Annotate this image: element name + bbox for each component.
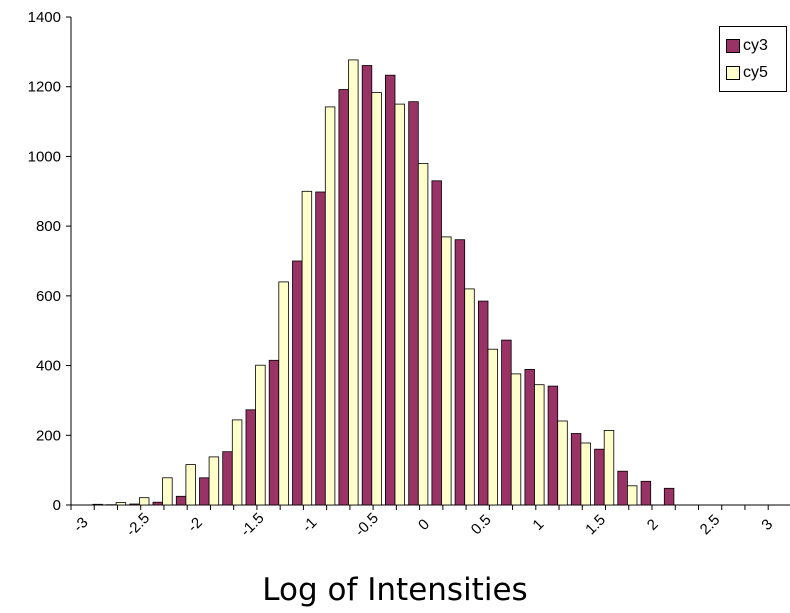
- bar-cy3-1: [547, 385, 559, 506]
- chart-bars: [92, 59, 675, 506]
- bar-cy3-1.2: [570, 433, 582, 506]
- bar-cy3--2.4: [152, 501, 164, 506]
- bar-cy3--1.6: [245, 409, 257, 506]
- x-tick-label: 1: [529, 516, 547, 534]
- y-tick-label: 0: [53, 497, 61, 514]
- x-tick-label: 2: [644, 516, 662, 534]
- y-tick-label: 800: [36, 218, 61, 235]
- bar-cy5-0.6: [510, 373, 522, 506]
- bar-cy3-1.6: [617, 470, 628, 506]
- legend: cy3 cy5: [719, 26, 787, 92]
- x-tick-label: 2.5: [697, 511, 724, 538]
- bar-cy5--1.6: [255, 364, 266, 506]
- x-tick-label: 1.5: [582, 511, 609, 538]
- bar-cy3-0.4: [477, 300, 489, 506]
- x-tick-label: -0.5: [352, 510, 382, 540]
- bar-cy3-1.8: [640, 480, 652, 506]
- bar-cy3--2: [199, 477, 210, 506]
- bar-cy5--2.8: [115, 502, 127, 506]
- bar-cy5--1: [324, 106, 336, 506]
- x-tick-label: -3: [70, 514, 91, 535]
- y-tick-label: 200: [36, 427, 61, 444]
- legend-item-cy5: cy5: [726, 62, 768, 84]
- bar-cy3-0.8: [524, 368, 535, 506]
- x-tick-label: 3: [758, 516, 776, 534]
- x-tick-label: -1.5: [237, 510, 267, 540]
- legend-label-cy5: cy5: [743, 64, 768, 81]
- y-tick-label: 400: [36, 358, 61, 375]
- bar-cy5--0.4: [394, 103, 406, 506]
- bar-cy3--1.2: [292, 260, 303, 506]
- bar-cy5--2.2: [185, 464, 196, 506]
- bar-cy5-0.4: [487, 348, 499, 506]
- y-tick-labels: 0 200 400 600 800 1000 1200 1400: [28, 9, 61, 514]
- bar-cy5--1.8: [231, 419, 243, 506]
- y-tick-label: 1200: [28, 79, 61, 96]
- bar-cy3--1: [315, 191, 326, 506]
- legend-label-cy3: cy3: [743, 37, 768, 54]
- bar-cy3--0.8: [338, 89, 349, 506]
- x-tick-label: -1: [299, 514, 320, 535]
- bar-cy5-1: [557, 420, 568, 506]
- y-tick-label: 1400: [28, 9, 61, 26]
- y-tick-label: 1000: [28, 148, 61, 165]
- bar-cy3-0.6: [501, 339, 512, 506]
- bar-cy3--0.4: [384, 74, 396, 506]
- x-tick-label: -2.5: [123, 510, 153, 540]
- bar-cy3--0.6: [361, 65, 373, 506]
- legend-swatch-cy5: [726, 66, 740, 80]
- bar-cy5-0: [441, 236, 452, 506]
- bar-cy3-0: [431, 180, 442, 506]
- x-tick-label: 0.5: [468, 511, 495, 538]
- bar-cy3--0.2: [408, 101, 419, 506]
- bar-cy3--1.8: [222, 451, 233, 506]
- bar-cy5--0.6: [371, 92, 382, 506]
- bar-cy3-0.2: [454, 239, 466, 506]
- legend-item-cy3: cy3: [726, 35, 768, 57]
- x-tick-label: -2: [184, 514, 205, 535]
- bar-cy5-1.4: [603, 429, 615, 506]
- bar-cy3--1.4: [268, 359, 280, 506]
- bar-cy3-2: [663, 487, 675, 506]
- bar-cy3-1.4: [594, 448, 605, 506]
- x-tick-label: 0: [415, 516, 433, 534]
- bar-cy5--2.4: [162, 477, 173, 506]
- legend-swatch-cy3: [726, 39, 740, 53]
- bar-cy5--0.8: [348, 59, 359, 506]
- bar-cy5--0.2: [417, 162, 429, 506]
- bar-cy5--2.6: [138, 497, 150, 506]
- bar-cy5--2: [208, 456, 220, 506]
- y-tick-label: 600: [36, 288, 61, 305]
- bar-cy5-1.2: [580, 442, 591, 506]
- bar-cy3--2.2: [175, 495, 187, 506]
- bar-cy5-0.8: [534, 384, 545, 506]
- bar-cy5-1.6: [627, 485, 638, 506]
- x-tick-labels: -3 -2.5 -2 -1.5 -1 -0.5 0 0.5 1 1.5 2 2.5 3: [70, 510, 776, 540]
- bar-cy5--3: [92, 503, 103, 506]
- bar-cy3--2.6: [129, 503, 140, 506]
- bar-cy5-0.2: [464, 288, 475, 506]
- x-axis-title: Log of Intensities: [262, 572, 528, 608]
- bar-cy5--1.2: [301, 190, 313, 506]
- bar-cy5--1.4: [278, 281, 289, 506]
